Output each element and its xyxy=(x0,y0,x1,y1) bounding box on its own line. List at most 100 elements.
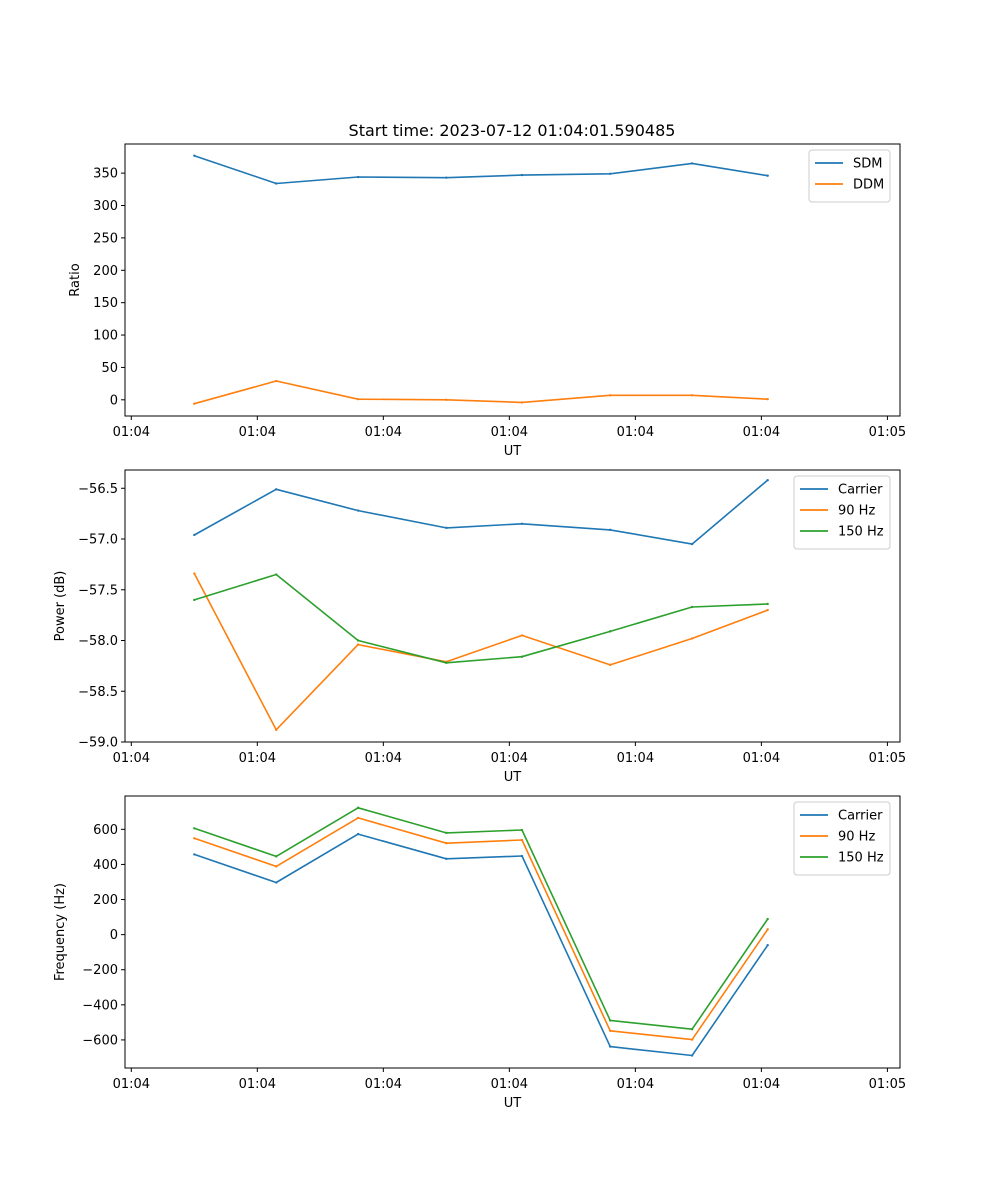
chart-2-xtick-label: 01:04 xyxy=(491,751,528,766)
chart-1-legend: SDM DDM xyxy=(808,149,891,203)
chart-1-ytick-label: 150 xyxy=(93,296,118,311)
chart-3-series-carrier-point xyxy=(520,854,524,858)
chart-3-series-90-hz-point xyxy=(608,1029,612,1032)
chart-2-legend-label-150-hz: 150 Hz xyxy=(838,525,884,540)
chart-3-series-150-hz-point xyxy=(608,1019,612,1022)
chart-2-series-carrier-point xyxy=(766,478,769,482)
chart-2-series-carrier-point xyxy=(445,526,448,530)
chart-1-ytick-label: 250 xyxy=(93,231,118,246)
chart-1-series-sdm-point xyxy=(608,172,612,175)
chart-2-ytick-label: −58.5 xyxy=(78,685,118,700)
chart-2-series-150-hz-point xyxy=(690,605,694,609)
chart-3-xtick-label: 01:04 xyxy=(617,1077,654,1092)
chart-2-series-90-hz-point xyxy=(520,634,524,637)
chart-3-xtick-label: 01:04 xyxy=(365,1077,402,1092)
chart-3-legend-label-carrier: Carrier xyxy=(838,809,883,824)
chart-1-series-ddm-point xyxy=(356,397,360,401)
chart-3-series-90-hz-point xyxy=(766,928,769,931)
chart-2-ytick-label: −59.0 xyxy=(78,736,118,751)
chart-3-series-150-hz-point xyxy=(690,1028,694,1031)
chart-2-legend-label-carrier: Carrier xyxy=(838,483,883,498)
chart-2-series-150-hz-point xyxy=(275,573,278,576)
chart-1-series-sdm-point xyxy=(690,162,694,165)
chart-3-ytick-label: 200 xyxy=(93,893,118,908)
chart-2-ytick-label: −58.0 xyxy=(78,634,118,649)
chart-3-axes-frame xyxy=(124,795,901,1069)
chart-1-series-ddm-line xyxy=(194,380,768,405)
chart-2-xtick-label: 01:05 xyxy=(869,751,906,766)
chart-3-legend-label-150-hz: 150 Hz xyxy=(838,851,884,866)
chart-2-series-carrier-point xyxy=(193,533,196,537)
chart-2-series-carrier-point xyxy=(356,509,360,512)
chart-1-ytick-label: 100 xyxy=(93,329,118,344)
chart-3-series-90-hz-point xyxy=(275,865,278,868)
chart-1-xtick-label: 01:04 xyxy=(491,425,528,440)
chart-1-ytick-label: 50 xyxy=(101,361,118,376)
chart-3: 01:04 01:04 01:04 01:04 01:04 01:04 01:05 −600 −… xyxy=(53,795,906,1111)
chart-2-series-150-hz-point xyxy=(356,639,360,642)
chart-3-ytick-label: 0 xyxy=(110,928,118,943)
chart-1-series-sdm-point xyxy=(275,182,278,185)
chart-2-series-150-hz-point xyxy=(608,630,612,633)
chart-1-series-ddm-point xyxy=(445,398,448,402)
chart-3-series-90-hz-point xyxy=(690,1038,694,1041)
chart-1: 01:04 01:04 01:04 01:04 01:04 01:04 01:05 0 50 10… xyxy=(68,143,906,459)
chart-2-series-carrier-line xyxy=(193,479,769,545)
chart-3-xtick-label: 01:04 xyxy=(491,1077,528,1092)
chart-3-xtick-label: 01:04 xyxy=(743,1077,780,1092)
chart-3-ytick-label: −200 xyxy=(82,963,118,978)
chart-3-legend-label-90-hz: 90 Hz xyxy=(838,830,875,845)
chart-3-series-90-hz-point xyxy=(520,838,524,842)
chart-2-series-90-hz-point xyxy=(275,728,278,732)
chart-3-series-90-hz-line xyxy=(194,817,769,1041)
chart-3-series-150-hz-point xyxy=(445,831,448,835)
chart-3-series-150-hz-point xyxy=(356,806,360,809)
chart-3-series-carrier-line xyxy=(194,833,769,1057)
chart-2-ytick-label: −57.0 xyxy=(78,533,118,548)
chart-3-series-carrier-point xyxy=(275,881,278,884)
chart-2-legend-label-90-hz: 90 Hz xyxy=(838,504,875,519)
chart-3-ytick-label: −600 xyxy=(82,1033,118,1048)
chart-2-series-90-hz-point xyxy=(690,637,694,640)
chart-1-series-ddm-point xyxy=(608,394,612,397)
chart-2-series-carrier-point xyxy=(690,542,694,546)
chart-2-series-90-hz-point xyxy=(356,643,360,646)
chart-2-series-150-hz-point xyxy=(445,661,448,665)
chart-3-series-150-hz-point xyxy=(193,827,196,830)
chart-1-series-sdm-line xyxy=(194,154,768,185)
chart-3-ylabel: Frequency (Hz) xyxy=(53,883,68,981)
chart-1-series-sdm-point xyxy=(356,175,360,179)
chart-1-series-sdm-point xyxy=(520,173,524,177)
figure-title: Start time: 2023-07-12 01:04:01.590485 xyxy=(349,121,676,140)
chart-1-xtick-label: 01:04 xyxy=(617,425,654,440)
chart-2-series-carrier-point xyxy=(275,488,278,491)
chart-1-series-ddm-point xyxy=(520,401,524,404)
chart-3-series-carrier-point xyxy=(766,943,769,947)
chart-1-legend-label-sdm: SDM xyxy=(853,157,882,172)
chart-2-xlabel: UT xyxy=(504,770,522,785)
chart-2: 01:04 01:04 01:04 01:04 01:04 01:04 01:05 −59.0… xyxy=(53,469,906,785)
chart-1-axes-frame xyxy=(124,143,901,417)
chart-1-legend-label-ddm: DDM xyxy=(853,178,884,193)
chart-1-series-ddm-point xyxy=(275,379,278,383)
chart-3-ytick-label: 400 xyxy=(93,858,118,873)
chart-1-series-sdm-point xyxy=(193,154,196,157)
chart-1-series-ddm-point xyxy=(766,397,769,401)
chart-3-series-150-hz-point xyxy=(766,917,769,921)
chart-3-ytick-label: −400 xyxy=(82,998,118,1013)
chart-2-ylabel: Power (dB) xyxy=(53,571,68,642)
chart-3-xlabel: UT xyxy=(504,1096,522,1111)
chart-3-series-carrier-point xyxy=(690,1054,694,1057)
chart-1-xtick-label: 01:04 xyxy=(365,425,402,440)
chart-2-xtick-label: 01:04 xyxy=(365,751,402,766)
chart-1-series-ddm-point xyxy=(193,402,196,405)
chart-1-xlabel: UT xyxy=(504,444,522,459)
chart-1-ytick-label: 200 xyxy=(93,264,118,279)
chart-3-series-90-hz-point xyxy=(193,837,196,840)
chart-3-legend: Carrier 90 Hz 150 Hz xyxy=(793,801,891,876)
chart-3-series-carrier-point xyxy=(356,832,360,836)
chart-2-series-90-hz-point xyxy=(193,572,196,575)
chart-2-xtick-label: 01:04 xyxy=(617,751,654,766)
chart-3-series-150-hz-line xyxy=(194,806,769,1030)
